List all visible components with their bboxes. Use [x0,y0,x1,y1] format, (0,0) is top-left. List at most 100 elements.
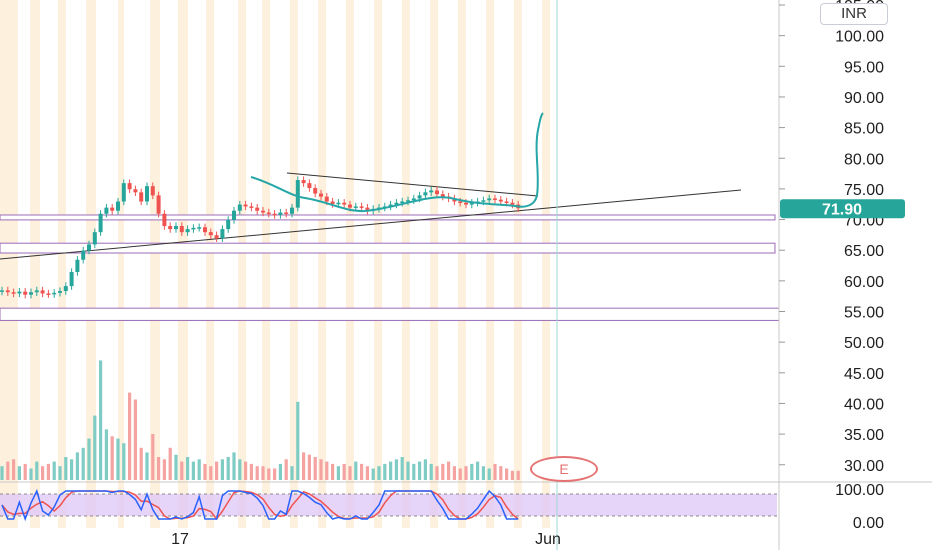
price-tick-label: 95.00 [844,59,884,76]
price-tick-label: 100.00 [835,29,884,46]
candle-body [92,232,97,245]
candle-body [139,192,144,202]
price-axis[interactable]: 105.00100.0095.0090.0085.0080.0075.0070.… [779,0,884,475]
candle-body [330,201,335,204]
session-stripe [458,0,466,528]
volume-bar [400,457,404,480]
candle-body [464,202,468,205]
candle-body [87,244,91,251]
price-tick-label: 40.00 [844,396,884,413]
candle-body [127,183,132,190]
candle-body [365,207,370,211]
volume-bar [383,463,387,480]
volume-bar [273,468,277,480]
session-stripe [150,0,160,528]
candle-body [174,226,178,230]
volume-bar [435,466,439,480]
candle-body [319,193,323,197]
candle-body [40,290,45,294]
volume-bar [151,434,155,480]
currency-selector[interactable]: INR [820,3,888,25]
candlesticks [0,176,521,299]
volume-bar [209,466,213,480]
volume-bar [6,461,10,480]
volume-bar [23,463,27,480]
projection-sketch[interactable] [250,112,544,213]
support-trendline[interactable] [0,189,742,260]
volume-bar [447,461,451,480]
candle-body [487,198,492,201]
date-label-17: 17 [171,531,189,548]
volume-bar [464,466,468,480]
session-stripe [542,0,550,528]
volume-bar [186,457,190,480]
candle-body [452,198,457,202]
candle-body [98,213,103,233]
volume-bar [267,468,271,480]
price-tick-label: 50.00 [844,335,884,352]
volume-bar [331,463,335,480]
candle-body [272,213,277,216]
price-zone[interactable] [0,307,780,321]
candle-body [75,259,80,273]
candle-body [0,290,4,292]
candle-body [498,199,503,202]
date-label-jun: Jun [535,531,561,548]
volume-bar [278,463,282,480]
candle-body [313,188,318,194]
session-stripe [0,0,18,528]
volume-bar [255,466,259,480]
candle-body [197,227,202,229]
candle-body [301,180,306,184]
session-stripe [58,0,66,528]
volume-bar [133,399,137,480]
volume-bar [12,459,16,480]
volume-bar [319,459,323,480]
volume-bar [244,461,248,480]
volume-bar [35,461,39,480]
volume-bar [41,466,45,480]
candle-body [191,227,196,230]
candle-body [162,213,167,227]
candle-body [336,202,341,205]
session-stripe [514,0,522,528]
candle-body [284,212,289,215]
earnings-marker[interactable]: E [530,456,598,482]
volume-bar [470,463,474,480]
candle-body [394,202,399,205]
price-tick-label: 75.00 [844,182,884,199]
volume-bar [313,457,317,480]
session-stripe [402,0,410,528]
projection-curve [250,112,544,213]
candle-body [429,190,434,193]
volume-bar [99,360,103,480]
resistance-trendline[interactable] [286,172,539,197]
candle-body [133,189,138,193]
candle-body [440,194,445,197]
candle-body [353,206,358,208]
price-tick-label: 90.00 [844,90,884,107]
session-stripe [262,0,270,528]
volume-bar [220,459,224,480]
volume-bar [394,459,398,480]
volume-bar [365,466,369,480]
volume-bar [238,459,242,480]
session-stripe [118,0,124,528]
volume-bar [412,463,416,480]
candle-body [435,190,439,195]
volume-bar [336,466,340,480]
volume-bar [122,443,126,480]
price-zone[interactable] [0,242,776,254]
rsi-axis[interactable]: 100.00 0.00 [835,482,884,532]
session-stripe [178,0,188,528]
volume-bar [499,466,503,480]
volume-bar [307,454,311,480]
volume-bar [191,461,195,480]
volume-bar [162,459,166,480]
volume-bar [87,438,91,480]
price-zone[interactable] [0,214,776,221]
candle-body [208,232,213,236]
candle-body [237,204,242,211]
volume-bar [75,452,79,480]
